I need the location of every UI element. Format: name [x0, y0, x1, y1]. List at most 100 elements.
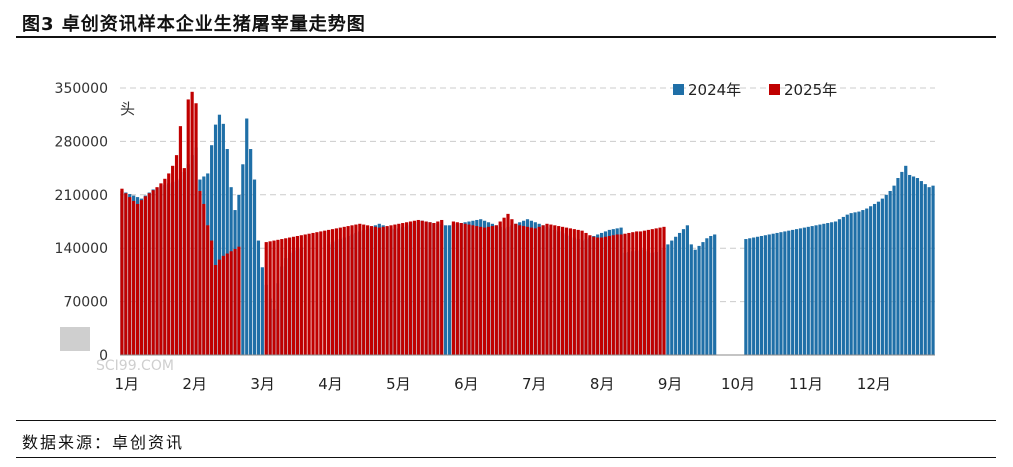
y-tick-label: 280000: [55, 134, 108, 150]
bar: [350, 225, 354, 355]
bar: [342, 226, 346, 355]
bar: [124, 193, 128, 355]
bar: [763, 235, 767, 355]
bar: [241, 164, 245, 355]
bar: [677, 232, 682, 355]
bar: [171, 165, 175, 355]
bar: [779, 232, 783, 355]
legend-swatch: [769, 84, 780, 95]
bar: [674, 236, 678, 355]
bar: [366, 225, 370, 355]
bar: [424, 221, 428, 355]
bar: [295, 235, 300, 355]
bar: [900, 171, 904, 355]
bar: [654, 228, 658, 355]
bar: [833, 221, 838, 355]
bar: [393, 224, 397, 355]
bar: [194, 103, 198, 355]
bar-chart: SCI99.COM 350000 280000 210000 140000 70000 0…: [55, 81, 935, 393]
bar: [412, 220, 417, 355]
bars: [120, 91, 935, 356]
x-tick-label: 1月: [115, 375, 140, 393]
bar: [775, 232, 779, 355]
bar: [588, 235, 592, 355]
bar: [576, 229, 580, 355]
bar: [892, 185, 896, 355]
bar: [358, 223, 362, 355]
bar: [553, 225, 557, 355]
x-tick-label: 12月: [857, 375, 891, 393]
bar: [334, 228, 339, 355]
bar: [908, 174, 912, 355]
bar: [561, 226, 565, 355]
bar: [182, 168, 186, 355]
bar: [810, 226, 814, 355]
bar: [217, 259, 222, 355]
bar: [225, 149, 229, 355]
bar: [147, 193, 151, 355]
x-tick-label: 6月: [454, 375, 479, 393]
bar: [467, 224, 471, 355]
bar: [650, 229, 654, 355]
bar: [545, 223, 549, 355]
bar: [880, 198, 884, 355]
bar: [603, 236, 608, 355]
bar: [135, 203, 140, 355]
bar: [373, 226, 378, 355]
bar: [385, 226, 389, 355]
bar: [794, 229, 799, 355]
bar: [221, 255, 225, 355]
title-bar: 图3 卓创资讯样本企业生猪屠宰量走势图: [16, 6, 996, 38]
bar: [280, 239, 284, 355]
bar: [159, 183, 163, 355]
bar: [896, 178, 900, 355]
bar: [256, 240, 261, 355]
bar: [401, 223, 405, 355]
bar: [245, 118, 249, 355]
y-axis: 350000 280000 210000 140000 70000 0: [55, 81, 108, 364]
bar: [381, 226, 385, 355]
chart-title: 图3 卓创资讯样本企业生猪屠宰量走势图: [22, 14, 366, 35]
bar: [217, 114, 222, 355]
bar: [463, 223, 467, 355]
bar: [237, 246, 241, 355]
bar: [681, 229, 686, 355]
x-tick-label: 10月: [721, 375, 755, 393]
bar: [518, 225, 522, 355]
bar: [685, 225, 689, 355]
bar: [447, 225, 452, 355]
bar: [642, 230, 647, 355]
bar: [221, 123, 225, 355]
bar: [475, 226, 479, 355]
bar: [362, 224, 366, 355]
bar: [490, 226, 495, 355]
bar: [596, 237, 600, 355]
bar: [483, 227, 487, 355]
bar: [455, 222, 459, 355]
bar: [830, 222, 834, 355]
bar: [826, 223, 830, 355]
bar: [432, 223, 436, 355]
bar: [128, 197, 132, 355]
bar: [857, 211, 861, 355]
bar: [798, 228, 803, 355]
legend-label: 2025年: [784, 81, 837, 99]
bar: [837, 219, 842, 355]
chart-area: SCI99.COM 350000 280000 210000 140000 70000 0…: [0, 40, 1013, 420]
bar: [599, 237, 604, 355]
bar: [276, 239, 280, 355]
bar: [405, 222, 409, 355]
bar: [143, 196, 147, 355]
bar: [771, 233, 775, 355]
bar: [748, 238, 752, 355]
bar: [849, 213, 853, 355]
bar: [225, 253, 229, 355]
bar: [268, 241, 272, 355]
y-tick-label: 350000: [55, 81, 108, 97]
bar: [841, 216, 845, 355]
watermark-logo: SCI99.COM: [60, 327, 174, 374]
bar: [876, 201, 881, 355]
bar: [369, 226, 374, 355]
bar: [206, 225, 210, 355]
bar: [752, 237, 756, 355]
